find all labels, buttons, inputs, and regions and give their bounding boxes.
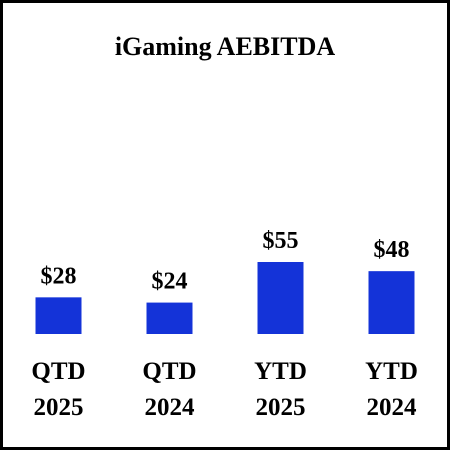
x-tick-label-line: 2025	[34, 394, 84, 421]
value-label: $55	[263, 228, 299, 254]
chart-title: iGaming AEBITDA	[115, 32, 336, 61]
bar	[257, 262, 304, 334]
x-tick-label-line: 2025	[256, 394, 306, 421]
x-tick-label: QTD 2025	[31, 358, 85, 421]
x-tick-label-line: YTD	[254, 358, 307, 385]
x-tick-label-line: QTD	[31, 358, 85, 385]
x-tick-label: YTD 2024	[365, 358, 418, 421]
bar	[35, 297, 82, 334]
x-tick-label-line: YTD	[365, 358, 418, 385]
x-tick-label-line: 2024	[145, 394, 196, 421]
value-label: $24	[152, 269, 188, 295]
x-tick-label: YTD 2025	[254, 358, 307, 421]
value-label: $48	[374, 237, 410, 263]
value-label: $28	[41, 263, 77, 289]
x-tick-label-line: QTD	[142, 358, 196, 385]
x-tick-label: QTD 2024	[142, 358, 196, 421]
x-tick-label-line: 2024	[367, 394, 418, 421]
bar	[146, 302, 193, 334]
bar	[368, 271, 415, 334]
